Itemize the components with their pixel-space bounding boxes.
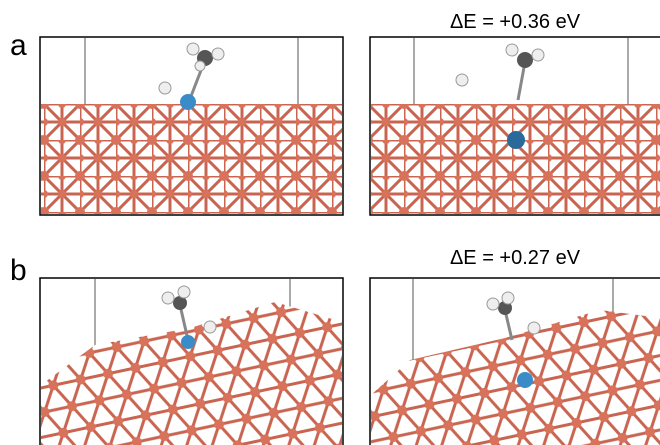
figure: a b ΔE = +0.36 eV ΔE = +0.27 eV bbox=[0, 0, 660, 445]
panel-label: b bbox=[10, 254, 27, 287]
structure-panel bbox=[40, 37, 343, 215]
panel-label: a bbox=[10, 29, 27, 62]
structure-panel bbox=[40, 278, 343, 445]
structure-panel bbox=[370, 37, 660, 215]
structure-panel bbox=[370, 278, 660, 445]
energy-label: ΔE = +0.27 eV bbox=[450, 247, 581, 269]
energy-label: ΔE = +0.36 eV bbox=[450, 11, 581, 33]
